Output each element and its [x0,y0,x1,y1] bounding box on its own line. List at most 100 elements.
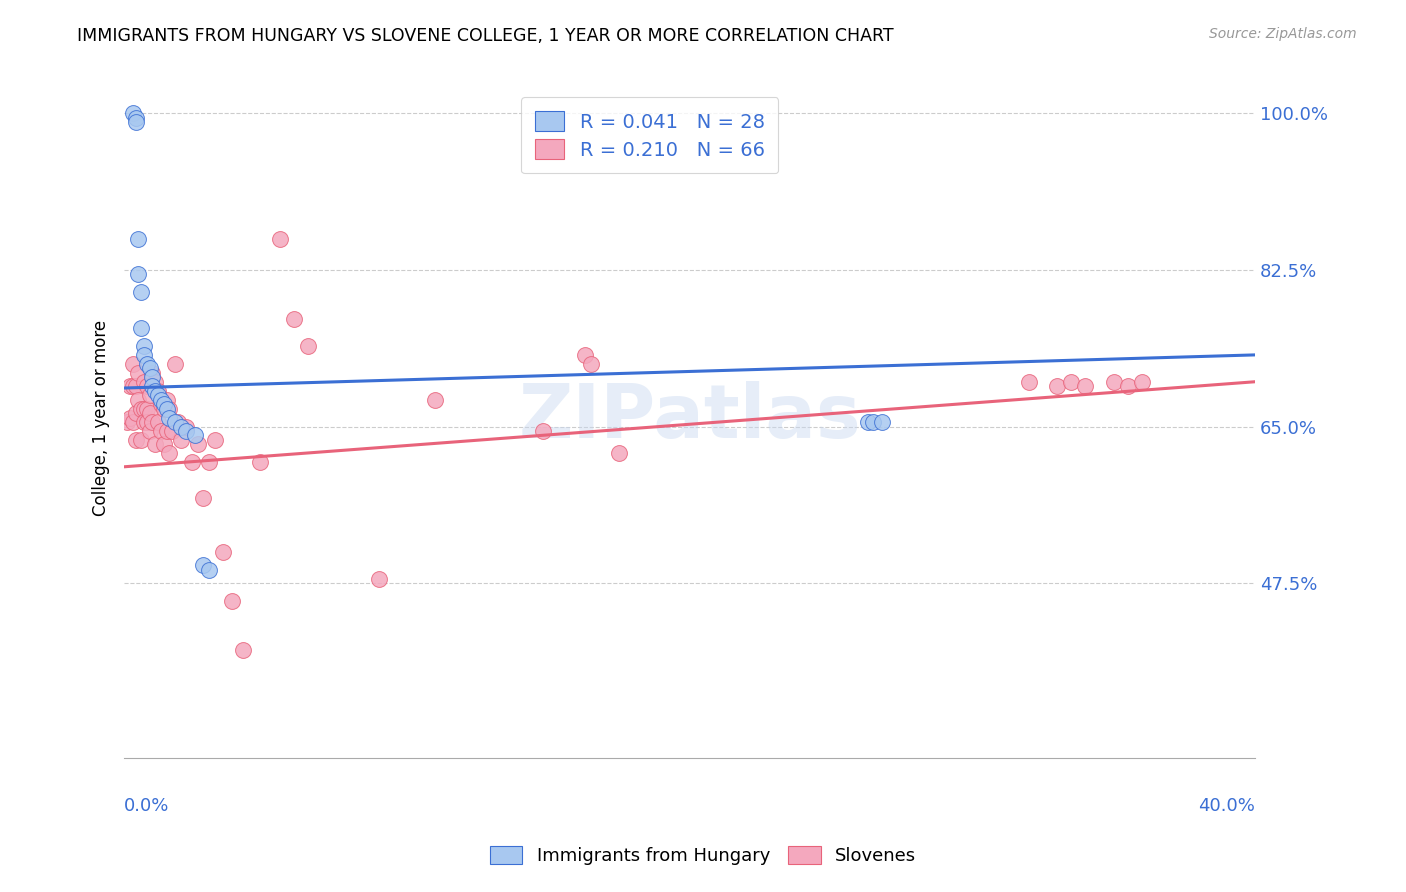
Point [193,491,215,505]
Legend: R = 0.041   N = 28, R = 0.210   N = 66: R = 0.041 N = 28, R = 0.210 N = 66 [522,97,779,173]
Point [870,415,893,429]
Point [165,415,187,429]
Point [129,285,152,300]
Point [146,384,169,398]
Point [141,370,163,384]
Point [149,392,172,407]
Point [198,455,221,469]
Point [579,357,602,371]
Point [135,401,157,416]
Point [121,415,143,429]
Point [149,397,172,411]
Point [204,433,226,447]
Point [121,379,143,393]
Point [159,410,181,425]
Point [121,106,143,120]
Point [862,415,884,429]
Point [143,384,166,398]
Point [423,392,446,407]
Point [138,361,160,376]
Point [127,392,149,407]
Point [181,455,204,469]
Point [141,379,163,393]
Point [297,339,319,353]
Point [249,455,271,469]
Point [146,415,169,429]
Point [221,594,243,608]
Point [152,397,174,411]
Point [141,415,163,429]
Point [1060,375,1083,389]
Point [212,545,235,559]
Point [132,375,155,389]
Text: 40.0%: 40.0% [1198,797,1256,814]
Point [232,643,254,657]
Point [170,433,193,447]
Point [152,437,174,451]
Point [129,433,152,447]
Point [193,558,215,573]
Point [1074,379,1097,393]
Point [156,424,179,438]
Point [138,388,160,402]
Point [118,379,141,393]
Point [124,379,146,393]
Point [184,428,207,442]
Point [170,419,193,434]
Point [156,392,179,407]
Point [167,415,190,429]
Point [198,563,221,577]
Text: 0.0%: 0.0% [124,797,170,814]
Point [1046,379,1069,393]
Point [149,424,172,438]
Point [143,437,166,451]
Point [141,366,163,380]
Point [187,437,209,451]
Y-axis label: College, 1 year or more: College, 1 year or more [93,319,110,516]
Point [143,375,166,389]
Point [124,406,146,420]
Point [1116,379,1139,393]
Point [132,348,155,362]
Point [1018,375,1040,389]
Point [269,231,291,245]
Text: ZIPatlas: ZIPatlas [519,381,860,454]
Point [132,339,155,353]
Point [146,388,169,402]
Point [127,268,149,282]
Legend: Immigrants from Hungary, Slovenes: Immigrants from Hungary, Slovenes [481,837,925,874]
Point [124,115,146,129]
Point [283,312,305,326]
Point [132,415,155,429]
Point [129,401,152,416]
Point [115,415,138,429]
Point [856,415,879,429]
Point [132,401,155,416]
Point [162,424,184,438]
Point [118,410,141,425]
Point [135,415,157,429]
Point [159,446,181,460]
Point [176,424,198,438]
Point [124,433,146,447]
Point [138,424,160,438]
Text: IMMIGRANTS FROM HUNGARY VS SLOVENE COLLEGE, 1 YEAR OR MORE CORRELATION CHART: IMMIGRANTS FROM HUNGARY VS SLOVENE COLLE… [77,27,894,45]
Text: Source: ZipAtlas.com: Source: ZipAtlas.com [1209,27,1357,41]
Point [531,424,554,438]
Point [367,572,389,586]
Point [127,366,149,380]
Point [121,357,143,371]
Point [165,357,187,371]
Point [156,401,179,416]
Point [176,419,198,434]
Point [152,401,174,416]
Point [159,401,181,416]
Point [135,379,157,393]
Point [1130,375,1153,389]
Point [127,231,149,245]
Point [138,406,160,420]
Point [124,111,146,125]
Point [135,357,157,371]
Point [129,321,152,335]
Point [607,446,630,460]
